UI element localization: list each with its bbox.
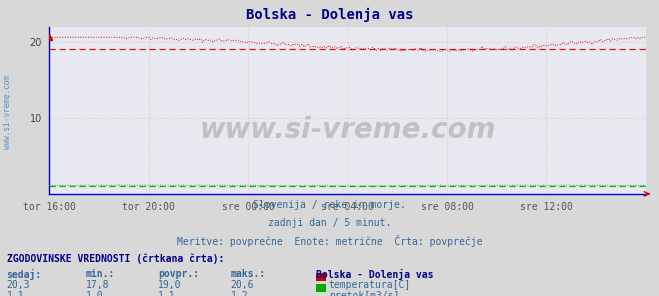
Text: povpr.:: povpr.: <box>158 269 199 279</box>
Text: Bolska - Dolenja vas: Bolska - Dolenja vas <box>246 7 413 22</box>
Text: zadnji dan / 5 minut.: zadnji dan / 5 minut. <box>268 218 391 228</box>
Text: 1,1: 1,1 <box>158 291 176 296</box>
Text: 20,6: 20,6 <box>231 280 254 290</box>
Text: maks.:: maks.: <box>231 269 266 279</box>
Text: 1,0: 1,0 <box>86 291 103 296</box>
Text: 19,0: 19,0 <box>158 280 182 290</box>
Text: Slovenija / reke in morje.: Slovenija / reke in morje. <box>253 200 406 210</box>
Text: sedaj:: sedaj: <box>7 269 42 280</box>
Text: www.si-vreme.com: www.si-vreme.com <box>200 116 496 144</box>
Text: Meritve: povprečne  Enote: metrične  Črta: povprečje: Meritve: povprečne Enote: metrične Črta:… <box>177 235 482 247</box>
Text: min.:: min.: <box>86 269 115 279</box>
Text: 1,2: 1,2 <box>231 291 248 296</box>
Text: www.si-vreme.com: www.si-vreme.com <box>3 75 13 149</box>
Text: ZGODOVINSKE VREDNOSTI (črtkana črta):: ZGODOVINSKE VREDNOSTI (črtkana črta): <box>7 253 224 263</box>
Text: temperatura[C]: temperatura[C] <box>329 280 411 290</box>
Text: 17,8: 17,8 <box>86 280 109 290</box>
Text: pretok[m3/s]: pretok[m3/s] <box>329 291 399 296</box>
Text: 1,1: 1,1 <box>7 291 24 296</box>
Text: Bolska - Dolenja vas: Bolska - Dolenja vas <box>316 269 434 280</box>
Text: 20,3: 20,3 <box>7 280 30 290</box>
